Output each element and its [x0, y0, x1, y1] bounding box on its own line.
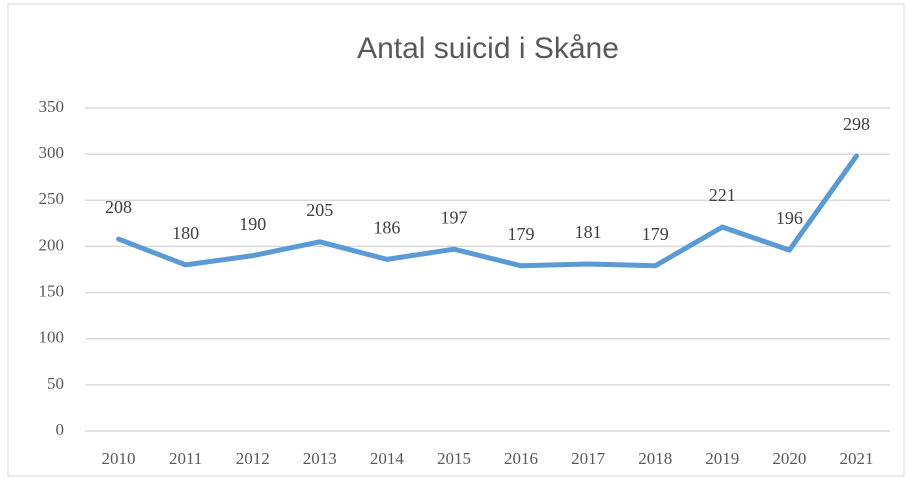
line — [116, 153, 859, 269]
data-label: 197 — [440, 207, 467, 227]
data-label: 221 — [709, 185, 736, 205]
y-tick-label: 250 — [39, 189, 65, 208]
x-tick-label: 2010 — [102, 449, 136, 468]
y-tick-label: 150 — [39, 281, 65, 300]
y-tick-label: 300 — [39, 143, 65, 162]
data-label: 180 — [172, 223, 199, 243]
x-tick-label: 2015 — [437, 449, 471, 468]
x-tick-label: 2020 — [772, 449, 806, 468]
data-label: 181 — [575, 222, 602, 242]
x-tick-label: 2011 — [169, 449, 202, 468]
y-tick-label: 350 — [39, 97, 65, 116]
x-tick-label: 2013 — [303, 449, 337, 468]
data-label: 208 — [105, 197, 132, 217]
data-label: 186 — [373, 217, 400, 237]
x-tick-label: 2012 — [236, 449, 270, 468]
y-tick-label: 0 — [56, 420, 65, 439]
x-tick-label: 2016 — [504, 449, 538, 468]
y-tick-label: 200 — [39, 235, 65, 254]
x-tick-label: 2019 — [705, 449, 739, 468]
x-tick-label: 2017 — [571, 449, 606, 468]
chart-border — [7, 3, 905, 477]
x-tick-label: 2021 — [839, 449, 873, 468]
data-label: 298 — [843, 114, 870, 134]
data-label: 179 — [508, 224, 535, 244]
data-label: 205 — [306, 200, 333, 220]
data-label: 190 — [239, 214, 266, 234]
y-tick-label: 50 — [47, 374, 64, 393]
x-tick-label: 2018 — [638, 449, 672, 468]
data-label: 179 — [642, 224, 669, 244]
y-tick-label: 100 — [39, 328, 65, 347]
data-label: 196 — [776, 208, 803, 228]
chart-title: Antal suicid i Skåne — [357, 32, 619, 65]
x-tick-label: 2014 — [370, 449, 405, 468]
